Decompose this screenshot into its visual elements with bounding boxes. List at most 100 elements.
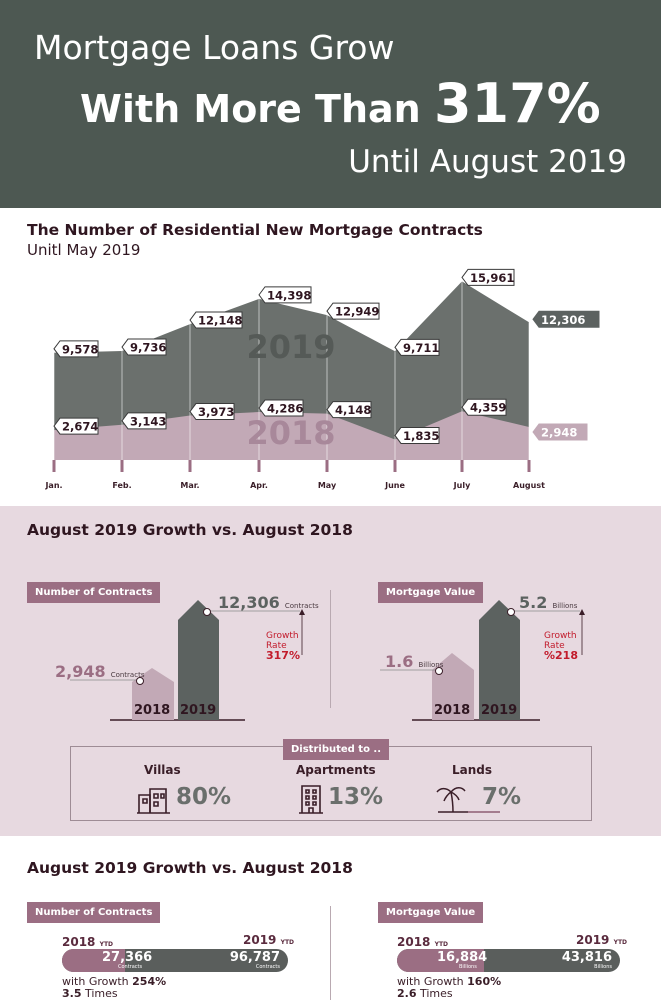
svg-text:2,674: 2,674 bbox=[62, 420, 98, 434]
x-tick bbox=[188, 460, 192, 472]
lands-percent: 7% bbox=[482, 784, 522, 810]
ytd-value-2018-value: 16,884 bbox=[437, 950, 488, 965]
value-growth-rate: Growth Rate %218 bbox=[544, 631, 578, 662]
ytd-contracts-2018-value: 27,366 bbox=[102, 950, 153, 965]
svg-text:4,148: 4,148 bbox=[335, 403, 371, 417]
svg-text:12,949: 12,949 bbox=[335, 305, 379, 319]
villa-icon bbox=[137, 788, 170, 814]
lands-label: Lands bbox=[452, 763, 493, 777]
chart-x-axis: Jan. Feb. Mar. Apr. May June July August bbox=[44, 460, 545, 490]
x-tick bbox=[393, 460, 397, 472]
growth-section-title: August 2019 Growth vs. August 2018 bbox=[27, 521, 353, 539]
x-tick-label: June bbox=[384, 481, 405, 490]
apartments-label: Apartments bbox=[296, 763, 376, 777]
x-tick-label: May bbox=[318, 481, 337, 490]
value-label-2018: 2,948 bbox=[532, 423, 588, 441]
ytd-value-bar: 16,884 Billions 43,816 Billions bbox=[397, 949, 620, 972]
x-tick bbox=[257, 460, 261, 472]
contracts-2019-year: 2019 bbox=[180, 703, 217, 718]
value-label-2018: 3,973 bbox=[189, 403, 235, 421]
svg-text:4,286: 4,286 bbox=[267, 402, 303, 416]
apartment-icon bbox=[299, 785, 323, 814]
header-growth-number: 317% bbox=[433, 72, 601, 135]
distribution-tag: Distributed to .. bbox=[283, 739, 390, 760]
ytd-value-2019-unit: Billions bbox=[594, 964, 612, 970]
ytd-value-growth: with Growth 160% 2.6 Times bbox=[397, 975, 502, 1000]
header-banner: Mortgage Loans Grow With More Than 317% … bbox=[0, 0, 661, 208]
ytd-value-2018-label: 2018 YTD bbox=[397, 935, 449, 949]
value-label-2019: 12,306 bbox=[532, 310, 600, 328]
villas-label: Villas bbox=[144, 763, 181, 777]
ytd-contracts-2018-segment bbox=[62, 949, 126, 972]
value-label-2018: 4,148 bbox=[326, 401, 372, 419]
x-tick bbox=[527, 460, 531, 472]
ytd-contracts-2018-label: 2018 YTD bbox=[62, 935, 114, 949]
x-tick-label: August bbox=[513, 481, 545, 490]
value-2019-year: 2019 bbox=[481, 703, 518, 718]
ytd-contracts-2019-label: 2019 YTD bbox=[243, 933, 295, 947]
value-2019-bar bbox=[479, 600, 520, 720]
ytd-contracts-2018-unit: Contracts bbox=[118, 964, 143, 970]
ytd-value-2019-value: 43,816 bbox=[561, 950, 612, 965]
value-2018-value: 1.6 Billions bbox=[385, 652, 444, 671]
chart-guides bbox=[53, 281, 530, 460]
apartments-percent: 13% bbox=[328, 784, 384, 810]
ytd-contracts-2019-value: 96,787 bbox=[229, 950, 280, 965]
section-divider bbox=[330, 590, 331, 708]
svg-text:3,143: 3,143 bbox=[130, 414, 166, 428]
svg-text:14,398: 14,398 bbox=[267, 288, 311, 302]
header-line-1: Mortgage Loans Grow bbox=[34, 28, 395, 67]
x-tick-label: Mar. bbox=[180, 481, 199, 490]
x-tick-label: July bbox=[453, 481, 471, 490]
area-series-2019 bbox=[54, 281, 529, 460]
svg-text:3,973: 3,973 bbox=[198, 405, 234, 419]
value-label-2018: 3,143 bbox=[121, 412, 167, 430]
contracts-2018-year: 2018 bbox=[134, 703, 171, 718]
contracts-tag: Number of Contracts bbox=[27, 582, 161, 603]
value-label-2018: 1,835 bbox=[394, 426, 440, 444]
contracts-2018-value: 2,948 Contracts bbox=[55, 662, 145, 681]
value-2019-value: 5.2 Billions bbox=[519, 593, 578, 612]
ytd-value-2018-segment bbox=[397, 949, 484, 972]
x-tick bbox=[325, 460, 329, 472]
ytd-divider bbox=[330, 906, 331, 1000]
x-tick-label: Feb. bbox=[112, 481, 131, 490]
x-tick bbox=[120, 460, 124, 472]
chart-title: The Number of Residential New Mortgage C… bbox=[27, 221, 483, 239]
header-line-3: Until August 2019 bbox=[348, 144, 627, 180]
svg-text:4,359: 4,359 bbox=[470, 401, 506, 415]
svg-text:12,306: 12,306 bbox=[541, 313, 585, 327]
x-tick-label: Apr. bbox=[250, 481, 268, 490]
contracts-growth-rate: Growth Rate 317% bbox=[266, 631, 300, 662]
svg-text:9,711: 9,711 bbox=[403, 341, 439, 355]
svg-text:9,578: 9,578 bbox=[62, 342, 98, 356]
ytd-contracts-2019-unit: Contracts bbox=[255, 964, 280, 970]
area-series-2018 bbox=[54, 411, 529, 460]
ytd-contracts-tag: Number of Contracts bbox=[27, 902, 161, 923]
header-line-2: With More Than 317% bbox=[80, 76, 601, 137]
series-name-2018: 2018 bbox=[246, 414, 335, 452]
ytd-contracts-growth: with Growth 254% 3.5 Times bbox=[62, 975, 167, 1000]
header-line-2-prefix: With More Than bbox=[80, 87, 434, 131]
series-name-2019: 2019 bbox=[246, 328, 335, 366]
value-tag: Mortgage Value bbox=[378, 582, 484, 603]
ytd-value-2019-label: 2019 YTD bbox=[576, 933, 628, 947]
svg-text:12,148: 12,148 bbox=[198, 314, 242, 328]
land-palm-icon bbox=[436, 787, 500, 813]
svg-text:2,948: 2,948 bbox=[541, 426, 577, 440]
x-tick-label: Jan. bbox=[44, 481, 62, 490]
svg-text:15,961: 15,961 bbox=[470, 271, 514, 285]
area-chart: 2019 2018 9,578 9,736 12,148 14,398 12,949 9,… bbox=[44, 268, 600, 490]
x-tick bbox=[52, 460, 56, 472]
ytd-contracts-bar: 27,366 Contracts 96,787 Contracts bbox=[62, 949, 288, 972]
value-label-2018: 2,674 bbox=[53, 417, 99, 435]
ytd-value-tag: Mortgage Value bbox=[378, 902, 484, 923]
contracts-2019-bar bbox=[178, 600, 219, 720]
contracts-2019-value: 12,306 Contracts bbox=[218, 593, 319, 612]
svg-text:9,736: 9,736 bbox=[130, 341, 166, 355]
ytd-section-title: August 2019 Growth vs. August 2018 bbox=[27, 859, 353, 877]
value-label-2018: 4,359 bbox=[461, 398, 507, 416]
growth-bars-graphic bbox=[70, 600, 585, 721]
value-label-2018: 4,286 bbox=[258, 399, 304, 417]
